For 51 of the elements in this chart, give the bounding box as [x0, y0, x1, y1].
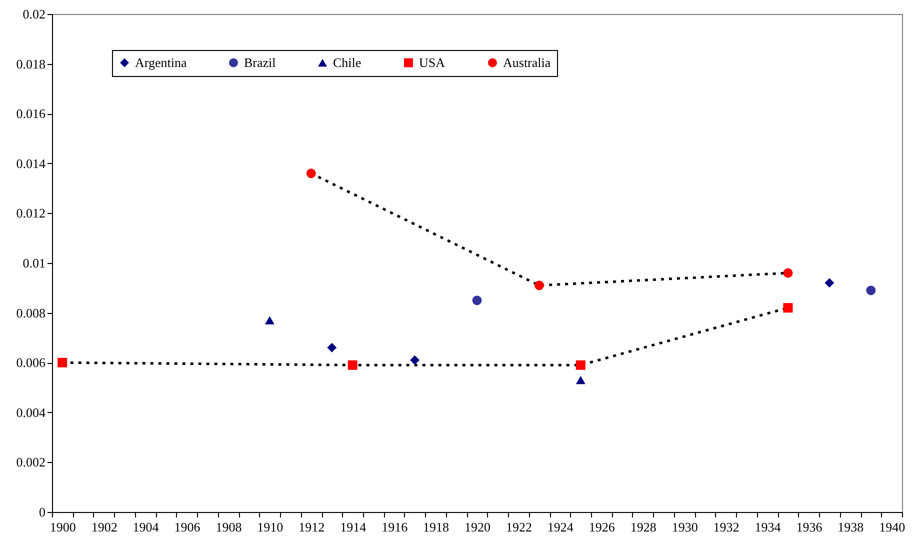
- x-tick-label: 1936: [796, 520, 823, 534]
- x-tick-label: 1914: [340, 520, 367, 534]
- x-tick-label: 1934: [754, 520, 782, 534]
- point: [576, 360, 586, 370]
- x-tick-label: 1928: [630, 520, 656, 534]
- y-tick-label: 0.018: [16, 56, 46, 72]
- point: [327, 342, 337, 352]
- x-tick-label: 1908: [216, 520, 242, 534]
- point: [58, 358, 68, 368]
- y-tick-label: 0.012: [16, 206, 46, 221]
- legend-label: Chile: [333, 54, 362, 70]
- x-tick-label: 1916: [382, 520, 408, 534]
- x-tick-label: 1924: [547, 520, 574, 534]
- y-tick-label: 0.01: [22, 256, 46, 270]
- point: [783, 268, 793, 278]
- y-tick-label: 0.02: [22, 6, 46, 22]
- x-tick-label: 1912: [298, 520, 325, 534]
- point: [783, 303, 793, 313]
- point: [472, 296, 482, 306]
- y-tick-label: 0.008: [16, 305, 46, 320]
- y-tick-label: 0.002: [16, 454, 46, 470]
- x-tick-label: 1918: [423, 520, 450, 534]
- y-tick-label: 0.004: [16, 404, 46, 420]
- x-tick-label: 1938: [838, 520, 864, 534]
- x-tick-label: 1926: [588, 520, 616, 534]
- legend-label: Australia: [503, 54, 551, 70]
- point: [576, 376, 586, 384]
- legend-label: Brazil: [244, 54, 276, 70]
- x-tick-label: 1902: [91, 520, 118, 534]
- x-tick-label: 1930: [672, 520, 698, 534]
- point: [866, 286, 876, 296]
- y-tick-label: 0: [39, 504, 46, 520]
- point: [410, 355, 420, 365]
- legend-label: USA: [419, 54, 446, 70]
- x-tick-label: 1910: [257, 520, 284, 534]
- point: [264, 316, 274, 324]
- x-tick-label: 1922: [506, 520, 532, 534]
- x-tick-label: 1920: [464, 520, 490, 534]
- y-tick-label: 0.016: [16, 106, 46, 122]
- x-tick-label: 1904: [132, 520, 160, 534]
- point: [534, 280, 544, 290]
- legend-label: Argentina: [135, 54, 187, 70]
- x-tick-label: 1900: [50, 520, 76, 534]
- x-tick-label: 1932: [713, 520, 740, 534]
- x-tick-label: 1940: [879, 520, 906, 534]
- x-tick-label: 1906: [174, 520, 201, 534]
- point: [348, 360, 358, 370]
- point: [306, 168, 316, 178]
- y-tick-label: 0.006: [16, 355, 46, 370]
- point: [824, 278, 834, 288]
- y-tick-label: 0.014: [16, 156, 46, 171]
